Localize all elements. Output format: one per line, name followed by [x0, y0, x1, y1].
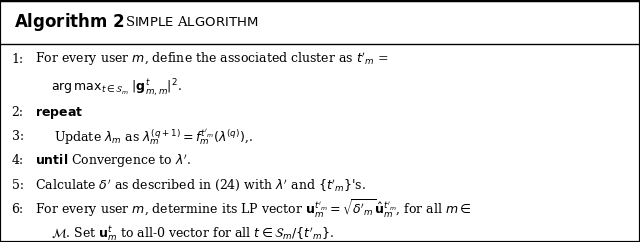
- Text: $\mathbf{until}$ Convergence to $\lambda'$.: $\mathbf{until}$ Convergence to $\lambda…: [35, 152, 191, 170]
- Text: 6:: 6:: [12, 203, 24, 216]
- Text: For every user $m$, determine its LP vector $\mathbf{u}_m^{t'_m} = \sqrt{\delta': For every user $m$, determine its LP vec…: [35, 198, 472, 220]
- Text: 1:: 1:: [12, 53, 24, 66]
- Text: $\mathbf{repeat}$: $\mathbf{repeat}$: [35, 105, 83, 121]
- Text: $\bf{Algorithm\ 2}$: $\bf{Algorithm\ 2}$: [14, 11, 125, 33]
- Text: 5:: 5:: [12, 179, 24, 192]
- Text: For every user $m$, define the associated cluster as $t'_m$ =: For every user $m$, define the associate…: [35, 51, 389, 68]
- Text: 2:: 2:: [12, 106, 24, 119]
- Text: S$\rm{IMPLE}$ A$\rm{LGORITHM}$: S$\rm{IMPLE}$ A$\rm{LGORITHM}$: [125, 15, 258, 29]
- Text: $\mathcal{M}$. Set $\mathbf{u}^t_m$ to all-0 vector for all $t \in \mathcal{S}_m: $\mathcal{M}$. Set $\mathbf{u}^t_m$ to a…: [51, 225, 334, 242]
- Text: $\mathrm{arg}\,\mathrm{max}_{t\in\mathcal{S}_m}$ $|\mathbf{g}^{t}_{m,m}|^2$.: $\mathrm{arg}\,\mathrm{max}_{t\in\mathca…: [51, 78, 182, 99]
- Text: 4:: 4:: [12, 154, 24, 167]
- Text: Update $\lambda_m$ as $\lambda_m^{(q+1)} = f_m^{t'_m}(\lambda^{(q)})$,.: Update $\lambda_m$ as $\lambda_m^{(q+1)}…: [54, 127, 253, 147]
- Text: 3:: 3:: [12, 130, 24, 143]
- Text: Calculate $\delta'$ as described in (24) with $\lambda'$ and $\{t'_m\}$'s.: Calculate $\delta'$ as described in (24)…: [35, 177, 366, 193]
